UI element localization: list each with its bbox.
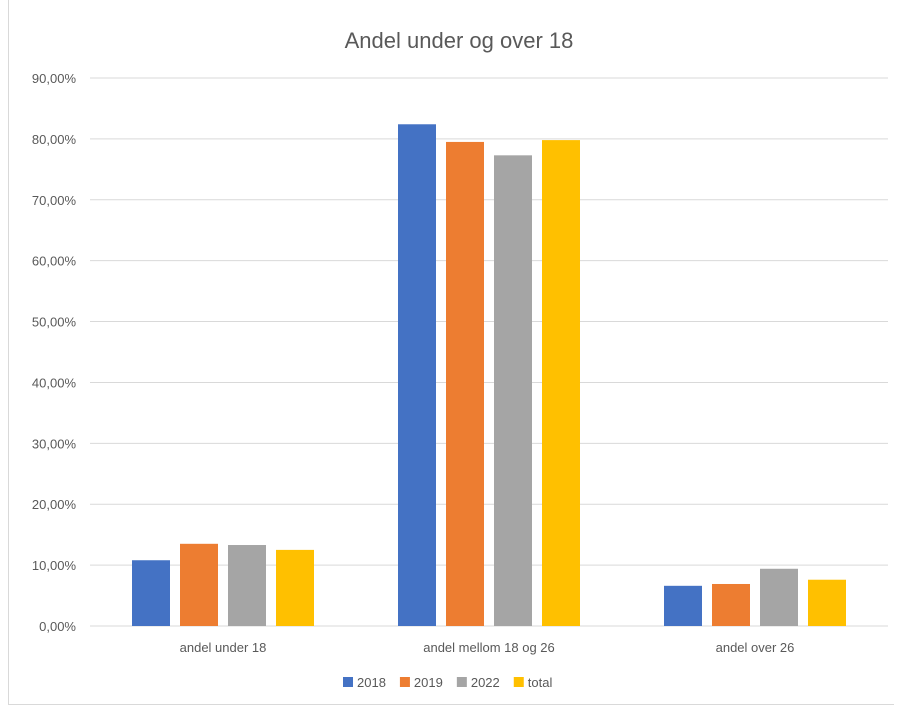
gridlines	[90, 77, 888, 627]
y-tick-label: 40,00%	[32, 375, 77, 390]
y-tick-label: 10,00%	[32, 558, 77, 573]
x-category-label: andel over 26	[716, 640, 795, 655]
y-tick-label: 0,00%	[39, 619, 76, 634]
bar	[398, 124, 436, 626]
bar	[132, 560, 170, 626]
bar	[446, 141, 484, 626]
legend-label: total	[528, 675, 553, 690]
y-tick-label: 80,00%	[32, 132, 77, 147]
y-axis-ticks: 0,00% 10,00% 20,00% 30,00% 40,00% 50,00% 60,00…	[32, 71, 77, 634]
y-tick-label: 70,00%	[32, 193, 77, 208]
bar	[276, 549, 314, 626]
x-axis-categories: andel under 18 andel mellom 18 og 26 andel…	[180, 640, 795, 655]
bar	[664, 585, 702, 626]
chart-title: Andel under og over 18	[345, 28, 574, 53]
y-tick-label: 60,00%	[32, 254, 77, 269]
bars	[132, 124, 846, 626]
y-tick-label: 30,00%	[32, 436, 77, 451]
legend-label: 2022	[471, 675, 500, 690]
bar	[180, 543, 218, 626]
legend-label: 2018	[357, 675, 386, 690]
legend-swatch	[343, 677, 353, 687]
bar	[228, 545, 266, 626]
legend-label: 2019	[414, 675, 443, 690]
legend-swatch	[513, 677, 524, 687]
bar	[494, 155, 532, 626]
x-category-label: andel mellom 18 og 26	[423, 640, 555, 655]
bar	[808, 579, 846, 626]
x-category-label: andel under 18	[180, 640, 267, 655]
bar	[760, 568, 798, 626]
bar	[542, 140, 580, 626]
legend-swatch	[456, 677, 467, 687]
y-tick-label: 50,00%	[32, 315, 77, 330]
y-tick-label: 90,00%	[32, 71, 77, 86]
legend-swatch	[399, 677, 410, 687]
legend: 2018 2019 2022 total	[343, 675, 552, 690]
bar	[712, 583, 750, 626]
y-tick-label: 20,00%	[32, 497, 77, 512]
